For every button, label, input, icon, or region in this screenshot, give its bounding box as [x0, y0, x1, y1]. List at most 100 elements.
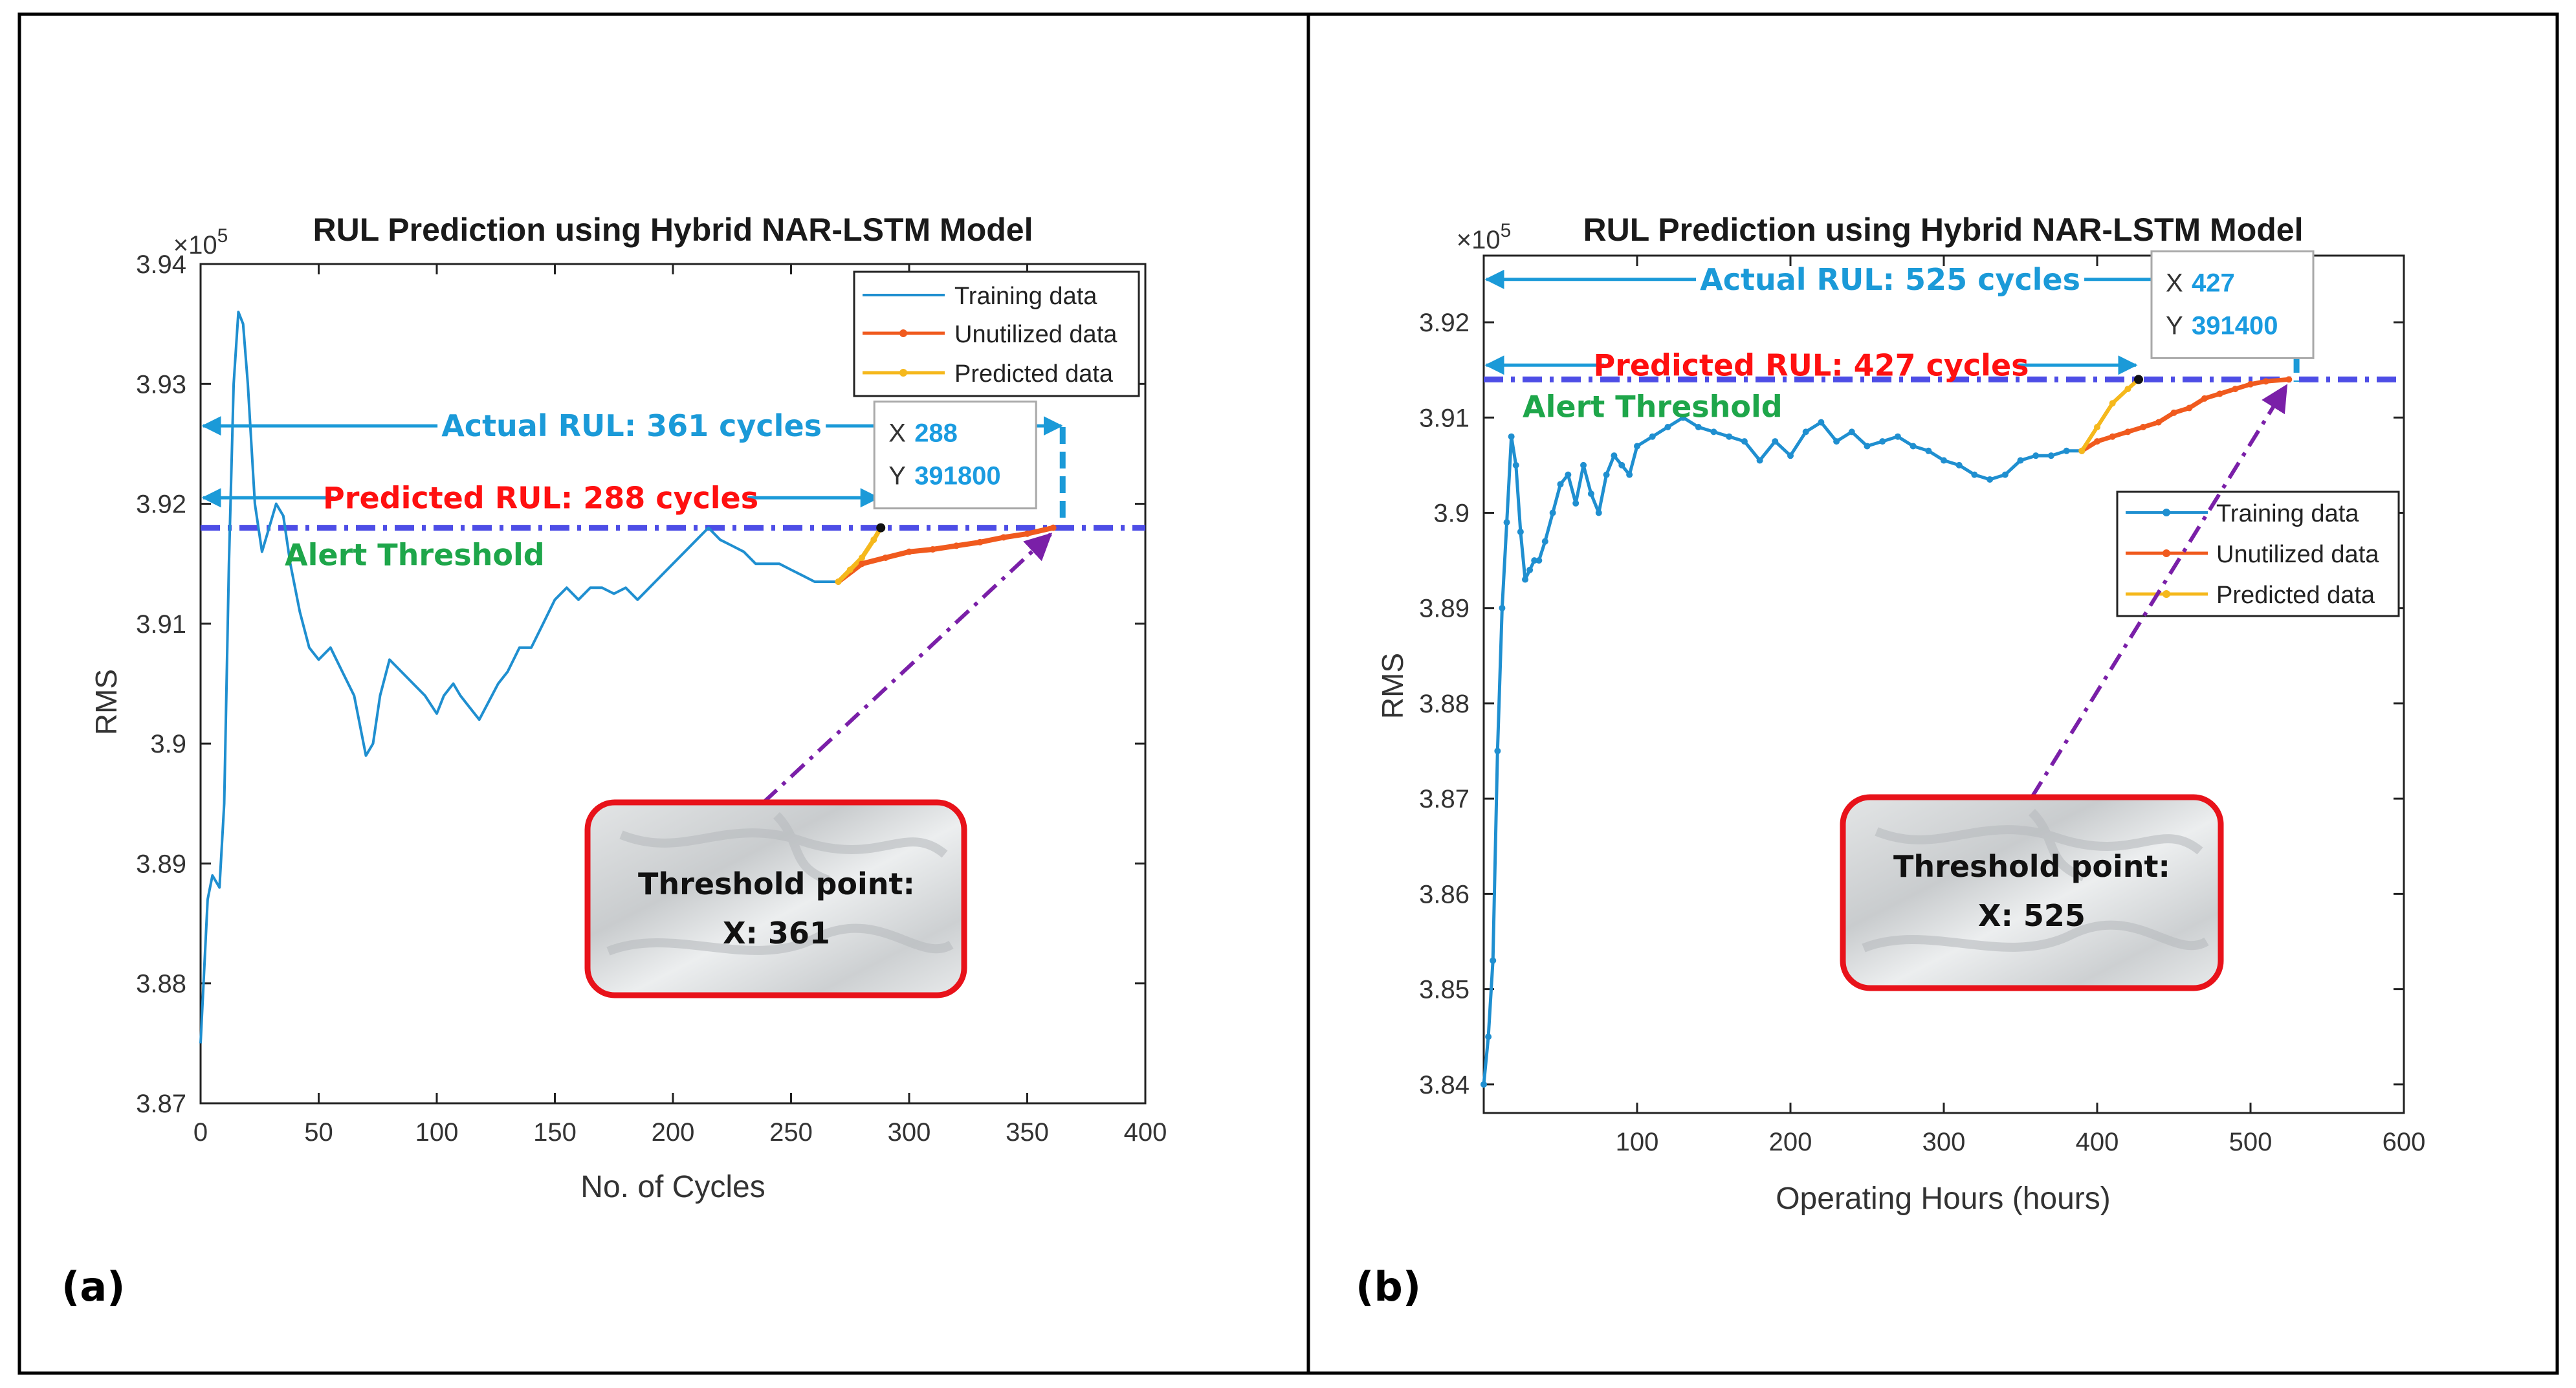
panel-b-training-point — [1481, 1081, 1487, 1088]
panel-b-training-point — [1634, 443, 1640, 450]
panel-b-predicted-rul-label: Predicted RUL: 427 cycles — [1593, 347, 2029, 382]
panel-a-xtick-label: 150 — [533, 1118, 577, 1147]
panel-b-training-point — [2017, 457, 2024, 464]
panel-a-unutilized-point — [906, 548, 912, 555]
panel-a-datatip-x-value: 288 — [914, 419, 958, 448]
panel-a-threshold-callout: Threshold point: X: 361 — [584, 799, 967, 998]
panel-a-datatip-x-label: X — [888, 419, 906, 448]
panel-a-training-series — [199, 311, 839, 1044]
panel-b-xtick-label: 600 — [2383, 1128, 2426, 1156]
panel-a-alert-threshold-label: Alert Threshold — [285, 538, 545, 573]
panel-b-training-point — [1864, 443, 1871, 450]
panel-a-callout-line1: Threshold point: — [638, 866, 915, 901]
panel-b-training-point — [2032, 452, 2040, 459]
panel-b-legend-training-label: Training data — [2216, 500, 2359, 527]
panel-a-xtick-label: 0 — [193, 1118, 208, 1147]
panel-b-training-point — [1531, 557, 1538, 564]
panel-b-unutilized-point — [2140, 424, 2147, 430]
panel-a-ytick-label: 3.87 — [136, 1090, 186, 1118]
panel-b-training-point — [1580, 461, 1587, 468]
panel-a-legend-predicted-label: Predicted data — [954, 360, 1114, 388]
panel-b-training-point — [1910, 443, 1917, 450]
panel-a-xtick-label: 350 — [1006, 1118, 1049, 1147]
panel-a-datatip[interactable]: X 288 Y 391800 — [873, 401, 1037, 533]
panel-b-ytick-label: 3.87 — [1419, 785, 1470, 813]
panel-a: RUL Prediction using Hybrid NAR-LSTM Mod… — [61, 212, 1167, 1310]
panel-b-training-point — [1941, 457, 1947, 464]
panel-b-alert-threshold-label: Alert Threshold — [1523, 389, 1783, 424]
panel-b-training-point — [1603, 471, 1610, 478]
panel-b-threshold-pointer-arrow — [2030, 384, 2288, 799]
panel-b-threshold-callout: Threshold point: X: 525 — [1840, 794, 2224, 991]
panel-b-datatip[interactable]: X 427 Y 391400 — [2133, 250, 2315, 384]
panel-a-predicted-rul-label: Predicted RUL: 288 cycles — [323, 480, 758, 515]
panel-a-unutilized-point — [859, 560, 865, 567]
panel-b-predicted-point — [2109, 400, 2116, 407]
panel-a-ytick-label: 3.89 — [136, 850, 186, 878]
panel-b-training-point — [1925, 447, 1932, 454]
panel-b-training-point — [1526, 566, 1534, 573]
panel-a-callout-line2: X: 361 — [723, 916, 830, 951]
panel-b-callout-line2: X: 525 — [1978, 898, 2086, 933]
panel-b-training-point — [2047, 452, 2054, 459]
panel-a-unutilized-point — [1024, 530, 1031, 537]
panel-b-ytick-label: 3.88 — [1419, 690, 1470, 718]
panel-a-x-axis-label: No. of Cycles — [580, 1170, 765, 1204]
panel-b-legend-unutilized-label: Unutilized data — [2216, 541, 2379, 568]
panel-b-ytick-label: 3.9 — [1433, 500, 1470, 528]
panel-b-training-point — [1848, 428, 1855, 435]
panel-a-callout-texture — [606, 812, 954, 956]
panel-a-threshold-pointer-arrow — [762, 533, 1053, 804]
panel-b: RUL Prediction using Hybrid NAR-LSTM Mod… — [1356, 212, 2425, 1310]
panel-b-legend-training-marker — [2163, 509, 2170, 516]
panel-b-unutilized-point — [2247, 380, 2254, 388]
panel-a-label: (a) — [61, 1263, 126, 1310]
panel-b-unutilized-point — [2262, 378, 2269, 385]
panel-a-datatip-box — [873, 401, 1037, 510]
panel-b-legend: Training data Unutilized data Predicted … — [2116, 490, 2400, 617]
panel-b-unutilized-point — [2094, 438, 2100, 445]
panel-a-legend-unutilized-marker — [899, 329, 907, 337]
panel-a-predicted-point — [870, 536, 877, 544]
panel-b-unutilized-point — [2170, 409, 2177, 416]
panel-b-ytick-label: 3.91 — [1419, 404, 1470, 432]
panel-b-unutilized-point — [2216, 390, 2223, 397]
panel-b-training-point — [1512, 461, 1519, 468]
panel-b-datatip-x-label: X — [2166, 269, 2183, 297]
panel-b-ytick-label: 3.86 — [1419, 880, 1470, 909]
panel-b-training-point — [1572, 500, 1580, 507]
panel-b-unutilized-point — [2155, 419, 2162, 426]
panel-a-ytick-label: 3.91 — [136, 610, 186, 639]
panel-b-unutilized-point — [2124, 428, 2131, 435]
panel-a-predicted-point — [835, 578, 842, 586]
panel-b-ytick-label: 3.92 — [1419, 309, 1470, 337]
panel-b-training-point — [1485, 1033, 1492, 1041]
panel-a-y-exponent: ×105 — [173, 225, 228, 259]
panel-a-unutilized-point — [1050, 524, 1057, 531]
panel-b-ytick-label: 3.85 — [1419, 976, 1470, 1004]
panel-b-predicted-point — [2124, 386, 2131, 393]
panel-a-unutilized-series — [837, 525, 1054, 584]
panel-b-legend-predicted-marker — [2163, 590, 2170, 598]
panel-b-training-point — [1971, 471, 1978, 478]
panel-b-training-point — [1626, 471, 1633, 478]
panel-a-ytick-label: 3.88 — [136, 970, 186, 998]
panel-b-training-point — [1517, 528, 1524, 535]
panel-a-title: RUL Prediction using Hybrid NAR-LSTM Mod… — [313, 212, 1033, 248]
panel-b-training-point — [1802, 428, 1809, 435]
panel-b-training-point — [1549, 509, 1556, 516]
panel-a-predicted-point — [846, 566, 853, 573]
panel-b-training-point — [1955, 461, 1963, 468]
panel-a-datatip-point — [876, 523, 886, 533]
panel-a-xtick-label: 400 — [1124, 1118, 1167, 1147]
panel-a-xtick-label: 200 — [652, 1118, 695, 1147]
panel-a-legend-predicted-marker — [899, 369, 907, 377]
panel-a-legend: Training data Unutilized data Predicted … — [853, 270, 1140, 397]
panel-b-callout-line1: Threshold point: — [1893, 849, 2170, 884]
panel-b-training-point — [1680, 414, 1687, 421]
panel-b-training-point — [1521, 576, 1528, 583]
panel-b-datatip-point — [2133, 375, 2143, 384]
panel-a-unutilized-point — [929, 545, 936, 553]
panel-b-training-point — [2001, 471, 2009, 478]
